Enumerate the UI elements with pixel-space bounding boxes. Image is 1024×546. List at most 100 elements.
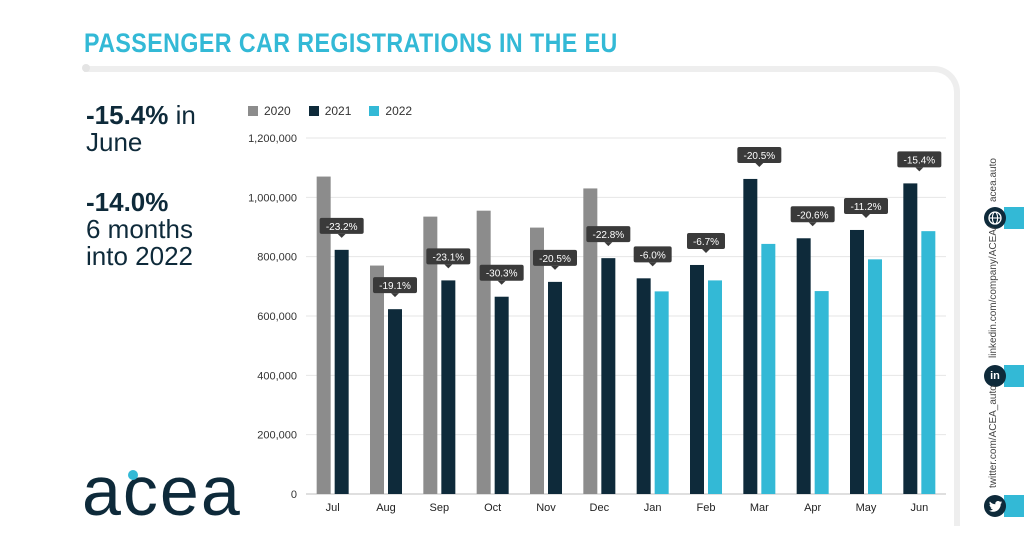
frame-dot xyxy=(82,64,90,72)
x-tick-label: Feb xyxy=(697,502,716,514)
y-tick-label: 600,000 xyxy=(257,311,297,323)
ytd-stat-value: -14.0% xyxy=(86,187,169,217)
y-tick-label: 1,000,000 xyxy=(248,192,297,204)
change-label-bg xyxy=(790,206,835,223)
change-label-pointer xyxy=(337,233,346,238)
change-label: -15.4% xyxy=(903,155,935,166)
change-label-bg xyxy=(426,248,471,265)
bar-2022-jun xyxy=(921,231,936,495)
x-tick-label: Nov xyxy=(536,502,556,514)
linkedin-glyph: in xyxy=(990,370,1000,382)
change-label-bg xyxy=(633,246,672,263)
ytd-stat-line3: into 2022 xyxy=(86,241,193,271)
bar-2020-aug xyxy=(370,265,384,494)
twitter-link[interactable]: twitter.com/ACEA_auto xyxy=(988,385,999,488)
linkedin-link[interactable]: linkedin.com/company/ACEA/ xyxy=(988,226,999,358)
june-stat: -15.4% in June xyxy=(86,102,196,156)
x-tick-label: Jul xyxy=(326,502,340,514)
change-label-bg xyxy=(479,264,524,281)
web-link[interactable]: acea.auto xyxy=(988,158,999,202)
bar-2020-dec xyxy=(583,188,598,494)
twitter-icon[interactable] xyxy=(984,495,1006,517)
legend-swatch-2021 xyxy=(308,106,319,116)
change-label-bg xyxy=(319,217,364,234)
x-tick-label: Sep xyxy=(430,502,450,514)
june-stat-label: June xyxy=(86,127,143,157)
bar-2021-dec xyxy=(601,258,616,494)
june-stat-value: -15.4% xyxy=(86,100,169,130)
legend-item-2020: 2020 xyxy=(248,104,291,118)
change-label-pointer xyxy=(497,280,506,285)
change-label-bg xyxy=(687,232,725,249)
change-label-pointer xyxy=(915,167,924,172)
change-label-pointer xyxy=(755,162,764,167)
bar-2022-apr xyxy=(814,291,829,494)
bar-2021-sep xyxy=(441,280,456,494)
x-tick-label: Oct xyxy=(484,502,501,514)
bar-2020-oct xyxy=(476,210,491,494)
y-tick-label: 400,000 xyxy=(257,370,297,382)
linkedin-icon[interactable]: in xyxy=(984,365,1006,387)
y-tick-label: 200,000 xyxy=(257,430,297,442)
bar-2021-jul xyxy=(334,249,349,494)
june-stat-suffix: in xyxy=(168,100,196,130)
change-label-pointer xyxy=(604,242,613,247)
change-label-bg xyxy=(586,226,631,243)
change-label-pointer xyxy=(551,265,559,270)
globe-icon-shape xyxy=(988,211,1002,225)
bar-2021-oct xyxy=(494,296,509,494)
change-label: -20.5% xyxy=(743,151,775,162)
legend-item-2022: 2022 xyxy=(369,104,412,118)
bar-2022-feb xyxy=(708,280,722,494)
change-label-bg xyxy=(844,197,888,214)
bar-2021-may xyxy=(850,229,864,494)
change-label-pointer xyxy=(444,264,453,269)
change-label-bg xyxy=(533,249,577,266)
x-tick-label: Jun xyxy=(910,502,928,514)
legend-swatch-2020 xyxy=(248,106,258,116)
change-label-pointer xyxy=(391,293,399,298)
change-label-bg xyxy=(737,146,782,163)
change-label-bg xyxy=(897,151,942,168)
ytd-stat: -14.0% 6 months into 2022 xyxy=(86,189,193,270)
acea-logo: acea xyxy=(82,452,242,530)
change-label: -22.8% xyxy=(592,230,624,241)
change-label: -11.2% xyxy=(851,202,882,213)
legend-label-2021: 2021 xyxy=(324,104,352,118)
x-tick-label: Apr xyxy=(804,502,821,514)
change-label: -30.3% xyxy=(486,269,518,280)
globe-icon[interactable] xyxy=(984,207,1006,229)
bar-2021-jun xyxy=(903,183,918,494)
change-label-pointer xyxy=(808,222,817,227)
twitter-bird-shape xyxy=(988,500,1002,512)
y-tick-label: 1,200,000 xyxy=(248,133,297,145)
x-tick-label: Mar xyxy=(750,502,769,514)
chart-frame xyxy=(84,66,960,526)
bar-2022-jan xyxy=(654,291,669,494)
change-label: -20.6% xyxy=(797,210,829,221)
bar-2021-jan xyxy=(636,278,651,494)
change-label: -23.2% xyxy=(326,222,358,233)
twitter-accent-bar xyxy=(1004,495,1024,517)
chart-legend: 2020 2021 2022 xyxy=(248,104,412,118)
change-label: -6.7% xyxy=(693,237,719,248)
bar-2021-apr xyxy=(796,238,811,494)
x-tick-label: May xyxy=(856,502,877,514)
bar-2020-sep xyxy=(423,216,438,494)
bar-2021-mar xyxy=(743,178,758,494)
change-label-pointer xyxy=(702,248,710,253)
web-accent-bar xyxy=(1004,207,1024,229)
bar-2020-jul xyxy=(316,176,331,495)
change-label-pointer xyxy=(862,213,870,218)
legend-swatch-2022 xyxy=(369,106,380,116)
bar-2021-feb xyxy=(690,264,704,494)
linkedin-accent-bar xyxy=(1004,365,1024,387)
y-tick-label: 800,000 xyxy=(257,252,297,264)
change-label-bg xyxy=(373,277,417,294)
ytd-stat-line2: 6 months xyxy=(86,214,193,244)
bar-2022-may xyxy=(868,259,882,494)
bar-2020-nov xyxy=(530,227,544,495)
legend-label-2020: 2020 xyxy=(264,104,291,118)
change-label: -23.1% xyxy=(432,252,464,263)
